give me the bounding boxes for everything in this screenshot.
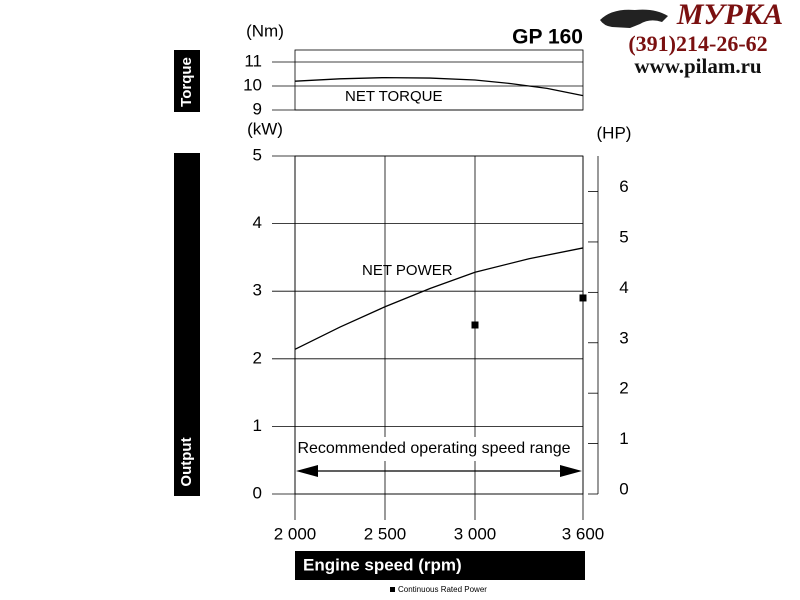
x-axis-label: Engine speed (rpm) (303, 555, 462, 574)
annotation-bg (314, 437, 554, 461)
y-tick-label: 10 (243, 75, 262, 94)
y2-tick-label: 6 (619, 177, 628, 196)
series-label: NET POWER (362, 262, 453, 279)
y-tick-label: 3 (253, 281, 262, 300)
y2-tick-label: 3 (619, 328, 628, 347)
x-tick-label: 3 600 (562, 524, 605, 543)
rated-power-marker (471, 321, 479, 329)
rated-power-marker (579, 294, 587, 302)
legend-marker (390, 587, 395, 592)
panel-label: Output (178, 437, 195, 486)
series-label: NET TORQUE (345, 88, 443, 105)
y-axis-label: (kW) (247, 119, 283, 138)
y2-tick-label: 2 (619, 379, 628, 398)
line (294, 76, 584, 97)
y-tick-label: 0 (253, 483, 262, 502)
line (294, 247, 584, 350)
arrow-head (560, 465, 582, 477)
x-tick-label: 3 000 (454, 524, 497, 543)
legend-label: Continuous Rated Power (398, 585, 487, 594)
y-tick-label: 4 (253, 213, 262, 232)
y2-tick-label: 1 (619, 429, 628, 448)
x-axis-label-bar (295, 551, 585, 580)
x-tick-label: 2 500 (364, 524, 407, 543)
y2-tick-label: 5 (619, 227, 628, 246)
y2-tick-label: 4 (619, 278, 628, 297)
logo-icon (600, 9, 668, 28)
phone: (391)214-26-62 (628, 31, 767, 56)
y-tick-label: 5 (253, 145, 262, 164)
y2-axis-label: (HP) (597, 123, 632, 142)
panel-label-bar (174, 50, 200, 112)
y-tick-label: 11 (244, 51, 262, 70)
y-tick-label: 2 (253, 348, 262, 367)
y-axis-label: (Nm) (246, 21, 284, 40)
panel-label-bar (174, 153, 200, 496)
arrow-head (296, 465, 318, 477)
x-tick-label: 2 000 (274, 524, 317, 543)
panel-label: Torque (178, 57, 195, 107)
y-tick-label: 1 (253, 416, 262, 435)
y2-tick-label: 0 (619, 479, 628, 498)
site: www.pilam.ru (634, 54, 762, 78)
annotation: Recommended operating speed range (297, 440, 570, 457)
y-tick-label: 9 (253, 99, 262, 118)
chart-title: GP 160 (512, 26, 583, 49)
brand: МУРКА (676, 0, 783, 31)
